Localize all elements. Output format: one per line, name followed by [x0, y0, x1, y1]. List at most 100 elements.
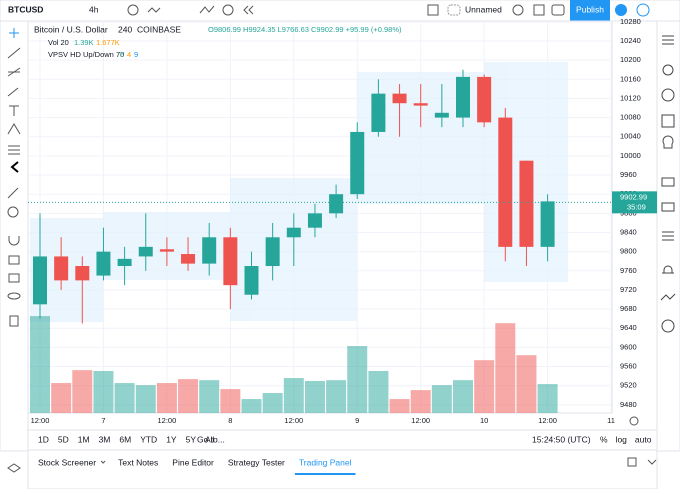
candle-body [75, 266, 90, 281]
text-tool[interactable] [9, 105, 19, 116]
checkbox[interactable] [427, 4, 439, 16]
volume-bar [241, 399, 262, 413]
time-label: 7 [101, 416, 105, 425]
volume-bar [220, 389, 241, 413]
scale-option[interactable]: auto [635, 434, 652, 444]
time-label: 12:00 [31, 416, 50, 425]
price-label: 9840 [620, 227, 637, 236]
watchlist[interactable] [662, 35, 674, 45]
add-icon[interactable] [127, 4, 139, 16]
notifications[interactable] [662, 265, 674, 274]
range-button[interactable]: 5D [58, 434, 69, 444]
snapshot-icon[interactable] [551, 4, 565, 16]
price-label: 10120 [620, 93, 641, 102]
tab-caret [100, 460, 106, 464]
indicator-value: 9 [134, 50, 138, 59]
volume-bar [135, 385, 156, 413]
panel-controls[interactable] [627, 457, 657, 467]
lock-tool[interactable] [8, 255, 20, 265]
price-label: 9760 [620, 266, 637, 275]
range-button[interactable]: YTD [140, 434, 157, 444]
interval[interactable]: 4h [89, 4, 99, 14]
price-label: 10040 [620, 132, 641, 141]
price-label: 9560 [620, 362, 637, 371]
trend-line-tool[interactable] [7, 47, 21, 59]
scale-option[interactable]: % [600, 434, 608, 444]
tab[interactable]: Stock Screener [38, 457, 96, 467]
symbol[interactable]: BTCUSD [8, 4, 43, 14]
compare-icon[interactable] [199, 5, 215, 14]
goto[interactable]: Go to... [197, 434, 225, 444]
back-tool[interactable] [10, 161, 19, 173]
hotlists[interactable] [660, 293, 676, 301]
price-label: 9520 [620, 381, 637, 390]
tab[interactable]: Pine Editor [172, 457, 214, 467]
range-button[interactable]: 1D [38, 434, 49, 444]
publish-button[interactable] [570, 0, 610, 21]
volume-bar [262, 393, 283, 413]
axis-settings[interactable] [629, 416, 639, 426]
range-button[interactable]: 6M [119, 434, 131, 444]
visibility-tool[interactable] [7, 292, 21, 300]
stream-button[interactable] [615, 4, 627, 16]
scale-option[interactable]: log [616, 434, 628, 444]
trash-tool[interactable] [9, 315, 19, 327]
calendar[interactable] [661, 114, 675, 128]
range-button[interactable]: 3M [99, 434, 111, 444]
replay-icon[interactable] [243, 5, 254, 15]
time-label: 8 [228, 416, 232, 425]
candle-body [498, 117, 513, 247]
help[interactable] [661, 319, 675, 333]
plot [28, 69, 612, 413]
fullscreen-icon[interactable] [533, 4, 545, 16]
candle-body [329, 194, 344, 214]
volume-bar [199, 380, 220, 413]
range-button[interactable]: 1Y [166, 434, 177, 444]
legend-volume: Vol 20 [48, 38, 69, 47]
indicator-icon[interactable] [147, 7, 161, 13]
layout-name[interactable]: Unnamed [465, 4, 502, 14]
volume-bar [453, 380, 473, 413]
volume-value: 1.39K [74, 38, 94, 47]
volume-bar [304, 380, 325, 413]
candle-body [181, 254, 196, 264]
pattern-tool[interactable] [7, 123, 21, 135]
notes[interactable] [662, 231, 674, 241]
volume-bar [431, 385, 452, 413]
streams[interactable] [661, 202, 675, 212]
chats[interactable] [661, 177, 675, 187]
prediction-tool[interactable] [8, 145, 20, 155]
range-button[interactable]: 5Y [186, 434, 197, 444]
zoom-tool[interactable] [7, 206, 19, 218]
alerts[interactable] [662, 64, 674, 76]
crosshair-tool[interactable] [9, 28, 19, 38]
ideas[interactable] [662, 135, 674, 149]
data-window[interactable] [661, 88, 675, 102]
magnet-tool[interactable] [8, 236, 20, 246]
tabs: Stock Screener Text Notes Pine Editor Strat… [38, 457, 356, 475]
fib-tool[interactable] [7, 67, 21, 77]
measure-tool[interactable] [7, 187, 19, 199]
settings-icon[interactable] [512, 4, 524, 16]
candle-body [540, 201, 555, 247]
tab[interactable]: Text Notes [118, 457, 158, 467]
price-label: 9640 [620, 323, 637, 332]
panel-toggle[interactable] [7, 463, 21, 473]
range-button[interactable]: 1M [78, 434, 90, 444]
candle-body [286, 227, 301, 238]
price-label: 10000 [620, 151, 641, 160]
alert-icon[interactable] [222, 4, 234, 16]
unlock-tool[interactable] [8, 273, 20, 283]
tab[interactable]: Strategy Tester [228, 457, 285, 467]
tab[interactable]: Trading Panel [299, 457, 352, 467]
range-button[interactable]: All [205, 434, 215, 444]
price-label: 10280 [620, 17, 641, 26]
volume-bar [72, 370, 93, 413]
candle-body [371, 93, 386, 132]
brush-tool[interactable] [7, 87, 19, 97]
widgets [660, 35, 676, 333]
broadcast-icon[interactable] [636, 3, 650, 17]
price-label: 9600 [620, 342, 637, 351]
legend-title: Bitcoin / U.S. Dollar [34, 24, 108, 34]
volume-bar [30, 316, 50, 413]
